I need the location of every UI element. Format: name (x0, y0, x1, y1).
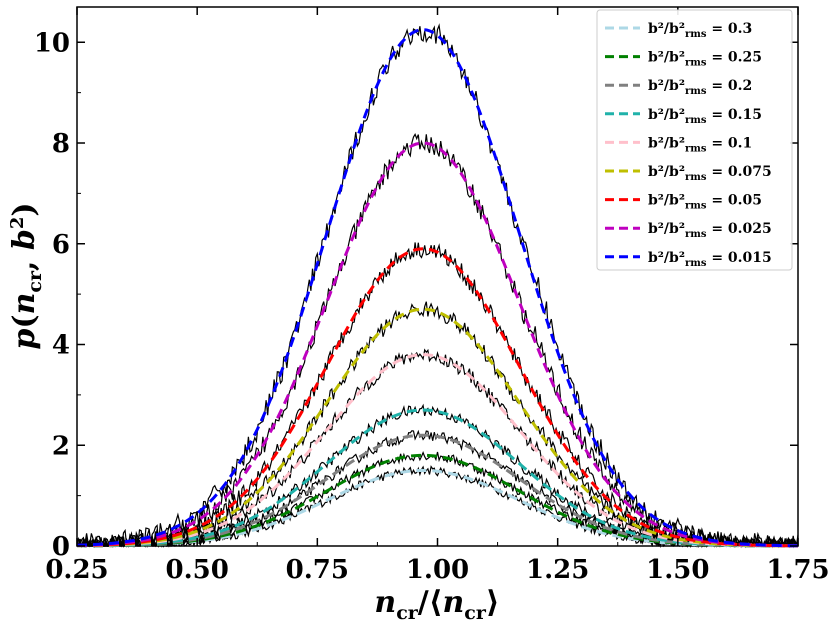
tick-layer: 0.25 0.50 0.75 1.00 1.25 1.50 1.75 0 2 4 6 8 10 (34, 7, 830, 585)
x-tick-label: 1.75 (766, 555, 829, 585)
fit-series-7 (76, 141, 798, 548)
y-tick-label: 0 (52, 532, 70, 562)
fit-series-4 (77, 353, 798, 548)
noisy-series-8 (77, 23, 799, 548)
svg-text:p(ncr, b2): p(ncr, b2) (7, 202, 46, 349)
legend-entry: b²/b²rms = 0.25 (605, 50, 762, 69)
legend-entry: b²/b²rms = 0.015 (605, 250, 772, 269)
x-tick-label: 0.75 (286, 555, 349, 585)
noisy-series-5 (76, 301, 798, 549)
legend: b²/b²rms = 0.3 b²/b²rms = 0.25 b²/b²rms = … (596, 9, 793, 271)
y-tick-label: 10 (34, 28, 70, 58)
legend-entry: b²/b²rms = 0.025 (605, 221, 772, 240)
y-axis-label: p(ncr, b2) (7, 202, 46, 349)
legend-entry: b²/b²rms = 0.3 (605, 21, 752, 40)
noisy-series-6 (76, 242, 798, 549)
legend-label: b²/b²rms = 0.025 (648, 221, 772, 240)
y-tick-label: 2 (52, 431, 70, 461)
legend-label: b²/b²rms = 0.25 (648, 50, 762, 69)
legend-label: b²/b²rms = 0.075 (648, 164, 772, 183)
x-tick-label: 0.25 (45, 555, 108, 585)
legend-entry: b²/b²rms = 0.075 (605, 164, 772, 183)
y-tick-label: 8 (52, 129, 70, 159)
legend-entry: b²/b²rms = 0.15 (605, 107, 762, 126)
legend-label: b²/b²rms = 0.1 (648, 135, 752, 154)
legend-label: b²/b²rms = 0.15 (648, 107, 762, 126)
y-tick-label: 6 (52, 230, 70, 260)
fit-series-5 (77, 307, 798, 548)
legend-box (596, 9, 793, 271)
legend-entry: b²/b²rms = 0.05 (605, 193, 762, 212)
fit-series-8 (76, 28, 798, 548)
svg-text:ncr/⟨ncr⟩: ncr/⟨ncr⟩ (374, 585, 499, 624)
x-axis-label: ncr/⟨ncr⟩ (374, 585, 499, 624)
legend-entry: b²/b²rms = 0.2 (605, 78, 752, 97)
x-tick-label: 1.00 (406, 555, 469, 585)
y-tick-label: 4 (52, 331, 70, 361)
legend-label: b²/b²rms = 0.2 (648, 78, 752, 97)
x-tick-label: 0.50 (166, 555, 229, 585)
noisy-series-4 (77, 348, 798, 549)
x-tick-label: 1.25 (526, 555, 589, 585)
legend-label: b²/b²rms = 0.3 (648, 21, 752, 40)
fit-series-6 (77, 247, 799, 548)
legend-label: b²/b²rms = 0.015 (648, 250, 772, 269)
legend-label: b²/b²rms = 0.05 (648, 193, 762, 212)
x-tick-label: 1.50 (646, 555, 709, 585)
legend-entry: b²/b²rms = 0.1 (605, 135, 752, 154)
